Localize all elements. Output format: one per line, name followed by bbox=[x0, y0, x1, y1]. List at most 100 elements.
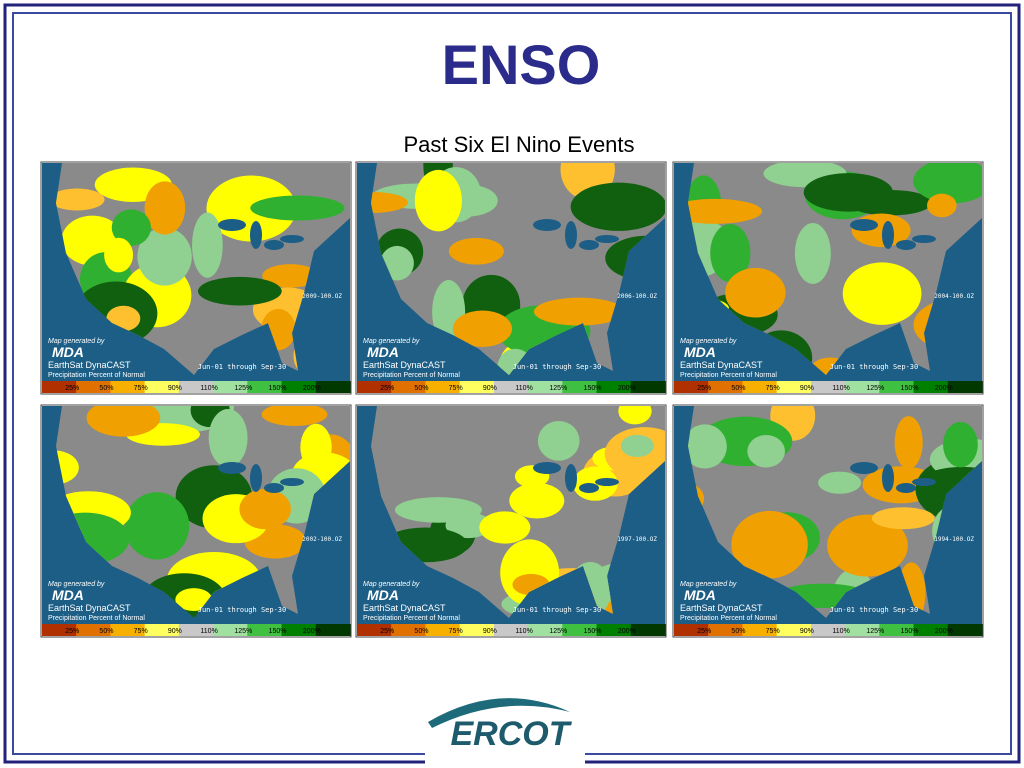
legend-label: 50% bbox=[414, 385, 428, 392]
map-period: Jun-01 through Sep-30 bbox=[830, 606, 919, 614]
map-measure: Precipitation Percent of Normal bbox=[48, 372, 145, 379]
map-credit: Map generated by bbox=[48, 338, 105, 345]
legend-swatch bbox=[425, 624, 461, 636]
legend-label: 50% bbox=[99, 385, 113, 392]
legend-label: 50% bbox=[731, 628, 745, 635]
legend-swatch bbox=[845, 624, 880, 636]
legend-label: 50% bbox=[414, 628, 428, 635]
lake bbox=[579, 483, 599, 493]
lake bbox=[912, 235, 936, 243]
legend-swatch bbox=[281, 381, 317, 393]
legend-label: 200% bbox=[303, 628, 321, 635]
legend-swatch bbox=[947, 624, 983, 636]
legend-label: 50% bbox=[731, 385, 745, 392]
legend-swatch bbox=[281, 624, 317, 636]
legend-label: 75% bbox=[766, 385, 780, 392]
lake bbox=[264, 240, 284, 250]
legend-swatch bbox=[562, 624, 598, 636]
map-label: 2006-100.OZ bbox=[617, 293, 657, 300]
legend-swatch bbox=[247, 624, 283, 636]
legend-label: 200% bbox=[935, 385, 953, 392]
legend-swatch bbox=[425, 381, 461, 393]
legend-swatch bbox=[76, 624, 111, 636]
legend-swatch bbox=[742, 381, 778, 393]
legend-label: 150% bbox=[901, 628, 919, 635]
map-label: 2009-100.OZ bbox=[302, 293, 342, 300]
legend-label: 150% bbox=[584, 628, 602, 635]
legend-swatch bbox=[110, 381, 146, 393]
precip-area bbox=[239, 488, 291, 530]
map-product: EarthSat DynaCAST bbox=[363, 360, 446, 370]
legend-swatch bbox=[708, 624, 743, 636]
precip-area bbox=[124, 492, 190, 560]
precip-area bbox=[250, 195, 345, 221]
legend-swatch bbox=[110, 624, 146, 636]
legend-swatch bbox=[913, 381, 949, 393]
lake bbox=[280, 235, 304, 243]
map-measure: Precipitation Percent of Normal bbox=[680, 372, 777, 379]
legend-label: 125% bbox=[234, 385, 252, 392]
precip-area bbox=[56, 450, 79, 485]
map-brand: MDA bbox=[52, 344, 84, 360]
precip-area bbox=[414, 169, 462, 232]
map-period: Jun-01 through Sep-30 bbox=[513, 606, 602, 614]
map-period: Jun-01 through Sep-30 bbox=[198, 606, 287, 614]
precip-area bbox=[842, 262, 922, 325]
legend-label: 110% bbox=[200, 628, 217, 635]
legend-swatch bbox=[144, 624, 180, 636]
map-product: EarthSat DynaCAST bbox=[48, 360, 131, 370]
legend-swatch bbox=[528, 624, 563, 636]
precip-area bbox=[533, 297, 625, 326]
legend-swatch bbox=[42, 381, 77, 393]
precip-area bbox=[688, 198, 763, 224]
precip-area bbox=[827, 514, 908, 577]
map-credit: Map generated by bbox=[48, 581, 105, 588]
precip-area bbox=[871, 507, 935, 530]
precip-area bbox=[803, 173, 893, 212]
legend-swatch bbox=[776, 381, 812, 393]
precip-area bbox=[104, 237, 134, 273]
precip-area bbox=[175, 588, 213, 612]
precip-area bbox=[747, 434, 785, 468]
lake bbox=[896, 240, 916, 250]
legend-swatch bbox=[459, 381, 495, 393]
legend-label: 90% bbox=[168, 628, 182, 635]
legend-swatch bbox=[247, 381, 283, 393]
lake bbox=[264, 483, 284, 493]
map-label: 1997-100.OZ bbox=[617, 536, 657, 543]
map-product: EarthSat DynaCAST bbox=[680, 360, 763, 370]
precip-area bbox=[818, 471, 862, 494]
legend-label: 150% bbox=[269, 385, 287, 392]
legend-swatch bbox=[178, 624, 214, 636]
map-period: Jun-01 through Sep-30 bbox=[513, 363, 602, 371]
legend-swatch bbox=[947, 381, 983, 393]
legend-swatch bbox=[459, 624, 495, 636]
precip-area bbox=[731, 510, 808, 579]
lake bbox=[565, 464, 577, 492]
lake bbox=[218, 462, 246, 474]
logo-text: ERCOT bbox=[451, 715, 573, 753]
lake bbox=[595, 235, 619, 243]
precip-area bbox=[570, 182, 665, 231]
precip-area bbox=[261, 406, 328, 427]
precip-area bbox=[262, 264, 319, 288]
legend-label: 75% bbox=[449, 628, 463, 635]
legend-label: 125% bbox=[234, 628, 252, 635]
legend-label: 25% bbox=[697, 385, 711, 392]
lake bbox=[595, 478, 619, 486]
lake bbox=[218, 219, 246, 231]
map-period: Jun-01 through Sep-30 bbox=[198, 363, 287, 371]
lake bbox=[565, 221, 577, 249]
legend-label: 125% bbox=[549, 628, 567, 635]
legend-label: 25% bbox=[380, 628, 394, 635]
legend-swatch bbox=[674, 624, 709, 636]
map-measure: Precipitation Percent of Normal bbox=[680, 615, 777, 622]
legend-swatch bbox=[562, 381, 598, 393]
legend-label: 75% bbox=[449, 385, 463, 392]
logo-swoosh bbox=[428, 698, 570, 728]
